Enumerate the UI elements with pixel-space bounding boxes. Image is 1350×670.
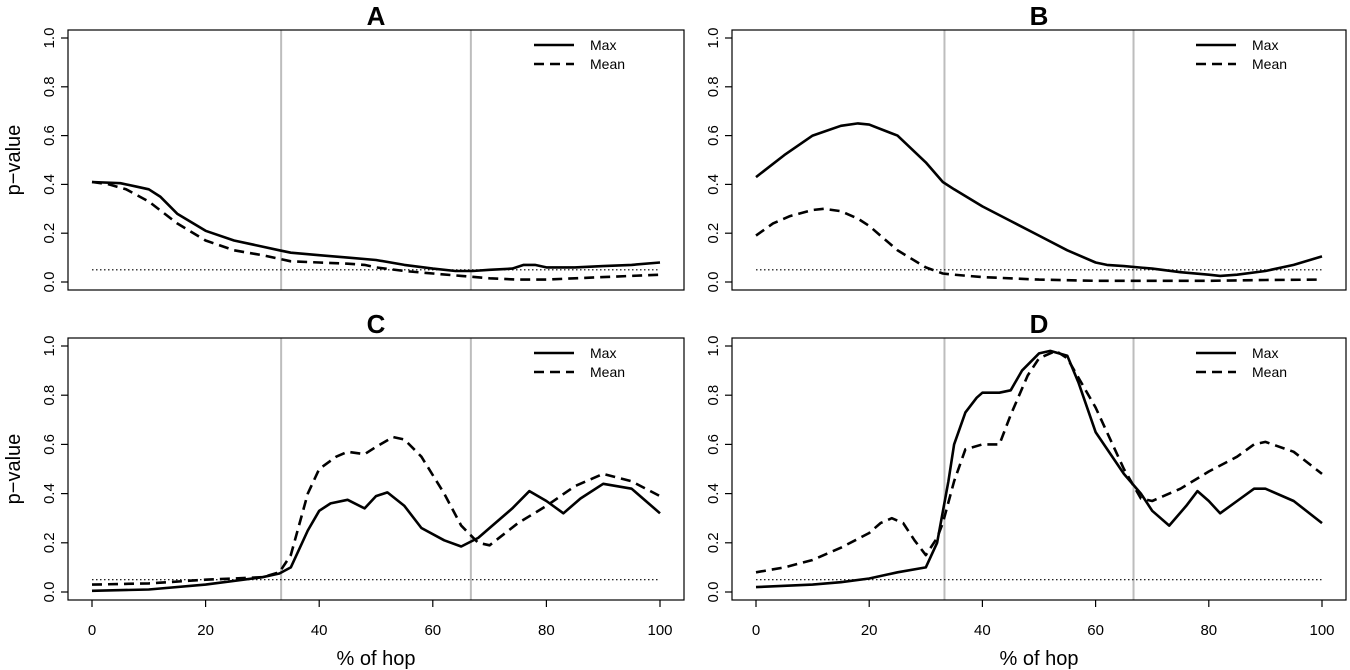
x-tick-label: 40	[311, 622, 328, 639]
panel-title-a: A	[367, 1, 386, 31]
y-tick-label: 0.2	[41, 223, 58, 244]
y-tick-label: 0.4	[705, 174, 722, 195]
series-max-line	[91, 180, 661, 273]
y-tick-label: 0.8	[41, 76, 58, 97]
y-tick-label: 1.0	[41, 336, 58, 357]
x-tick-label: 60	[424, 622, 441, 639]
y-tick-label: 1.0	[705, 336, 722, 357]
x-tick-label: 60	[1087, 622, 1104, 639]
plot-frame	[67, 29, 685, 291]
legend-mean-label: Mean	[1252, 56, 1287, 72]
y-tick-label: 0.6	[41, 125, 58, 146]
y-tick-label: 0.0	[705, 272, 722, 293]
y-tick-label: 0.0	[41, 582, 58, 603]
panel-title-d: D	[1030, 309, 1049, 339]
y-tick-label: 0.6	[41, 434, 58, 455]
y-tick-label: 0.0	[705, 582, 722, 603]
series-max-line	[755, 349, 1323, 589]
series-mean-line	[755, 349, 1323, 574]
x-tick-label: 100	[647, 622, 672, 639]
legend-max-label: Max	[590, 345, 616, 361]
legend: Max Mean	[534, 345, 625, 380]
plot-frame	[731, 337, 1347, 601]
series-mean-line	[91, 180, 661, 281]
panel-title-b: B	[1030, 1, 1049, 31]
y-tick-label: 0.2	[705, 532, 722, 553]
legend-max-label: Max	[590, 37, 616, 53]
plot-frame	[67, 337, 685, 601]
y-tick-label: 0.4	[41, 483, 58, 504]
y-tick-label: 0.2	[41, 532, 58, 553]
series-mean-line	[91, 435, 661, 586]
x-tick-label: 80	[1200, 622, 1217, 639]
x-tick-label: 100	[1309, 622, 1334, 639]
legend: Max Mean	[534, 37, 625, 72]
y-tick-label: 0.2	[705, 223, 722, 244]
legend-mean-label: Mean	[590, 364, 625, 380]
legend-max-label: Max	[1252, 37, 1278, 53]
series-max-line	[91, 482, 661, 593]
series-max-line	[755, 122, 1323, 278]
x-tick-label: 40	[974, 622, 991, 639]
y-tick-label: 1.0	[705, 28, 722, 49]
panel-d: D 0.0 0.2 0.4 0.6 0.8 1.0 0 20 40 60 80 100 % of hop M…	[705, 309, 1347, 670]
x-tick-label: 20	[861, 622, 878, 639]
y-tick-label: 0.6	[705, 125, 722, 146]
legend: Max Mean	[1196, 37, 1287, 72]
legend-mean-label: Mean	[590, 56, 625, 72]
y-tick-label: 0.6	[705, 434, 722, 455]
series-mean-line	[755, 207, 1323, 283]
y-tick-label: 0.0	[41, 272, 58, 293]
y-tick-label: 0.8	[705, 385, 722, 406]
x-axis-label: % of hop	[337, 648, 416, 670]
x-tick-label: 0	[88, 622, 96, 639]
x-axis-label: % of hop	[1000, 648, 1079, 670]
panel-a: A 0.0 0.2 0.4 0.6 0.8 1.0 p−value Max Mean	[3, 1, 685, 293]
y-axis-label: p−value	[3, 125, 25, 196]
y-tick-label: 0.4	[705, 483, 722, 504]
legend-mean-label: Mean	[1252, 364, 1287, 380]
y-tick-label: 0.8	[41, 385, 58, 406]
y-tick-label: 0.8	[705, 76, 722, 97]
legend: Max Mean	[1196, 345, 1287, 380]
panel-title-c: C	[367, 309, 386, 339]
x-tick-label: 0	[752, 622, 760, 639]
x-tick-label: 20	[197, 622, 214, 639]
legend-max-label: Max	[1252, 345, 1278, 361]
y-tick-label: 0.4	[41, 174, 58, 195]
x-tick-label: 80	[538, 622, 555, 639]
panel-b: B 0.0 0.2 0.4 0.6 0.8 1.0 Max Mean	[705, 1, 1347, 293]
plot-frame	[731, 29, 1347, 291]
panel-c: C 0.0 0.2 0.4 0.6 0.8 1.0 0 20 40 60 80 100 p−value % …	[3, 309, 685, 670]
y-tick-label: 1.0	[41, 28, 58, 49]
y-axis-label: p−value	[3, 434, 25, 505]
